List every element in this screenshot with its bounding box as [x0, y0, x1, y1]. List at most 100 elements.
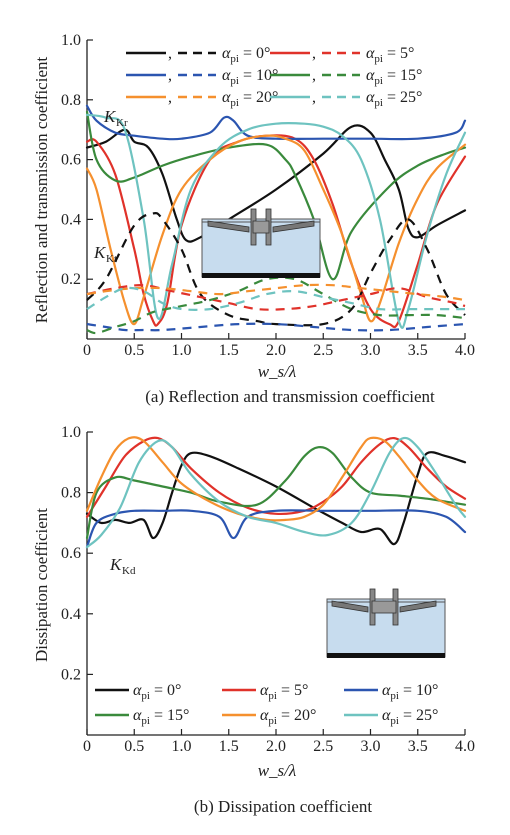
series-line-15deg [85, 445, 467, 540]
x-tick-label: 2.0 [266, 738, 286, 755]
panel-b-ticks: 0 0.5 1.0 1.5 2.0 2.5 3.0 3.5 4.0 0.2 0.4 0.6 0.8 1.0 [61, 424, 475, 755]
series-line-kt-5deg [86, 284, 466, 311]
panel-a-lines [85, 104, 467, 335]
legend-item: , αpi = 0° [126, 45, 270, 65]
panel-b-legend: αpi = 0° αpi = 5° αpi = 10° αpi = 15° αpi = … [95, 682, 438, 727]
x-tick-label: 1.0 [172, 738, 192, 755]
panel-b-inset-diagram [326, 588, 446, 658]
x-tick-label: 3.0 [361, 342, 381, 359]
series-line-kr-10deg [85, 104, 467, 141]
x-tick-label: 0 [83, 738, 91, 755]
series-line-0deg [85, 451, 467, 546]
svg-text:αpi = 20°: αpi = 20° [260, 707, 316, 727]
panel-a-y-label: Reflection and transmission coefficient [32, 57, 51, 324]
series-line-kr-15deg [85, 110, 467, 281]
svg-text:αpi = 15°: αpi = 15° [133, 707, 189, 727]
x-tick-label: 1.5 [219, 738, 239, 755]
svg-text:K: K [103, 107, 117, 126]
x-tick-label: 2.5 [313, 738, 333, 755]
y-tick-label: 1.0 [61, 424, 81, 441]
svg-text:,: , [168, 89, 172, 106]
panel-a-inset-diagram [201, 208, 321, 278]
panel-a-reflection-transmission: 0 0.5 1.0 1.5 2.0 2.5 3.0 3.5 4.0 0.2 0.4 0.6 0.8 1.0… [32, 32, 475, 406]
y-tick-label: 0.6 [61, 545, 81, 562]
legend-item: αpi = 0° [95, 682, 181, 702]
x-tick-label: 4.0 [455, 342, 475, 359]
panel-a-ticks: 0 0.5 1.0 1.5 2.0 2.5 3.0 3.5 4.0 0.2 0.4 0.6 0.8 1.0 [61, 32, 475, 359]
svg-text:K: K [93, 243, 107, 262]
y-tick-label: 0.2 [61, 271, 81, 288]
panel-b-y-label: Dissipation coefficient [32, 508, 51, 662]
svg-text:αpi = 0°: αpi = 0° [222, 45, 270, 65]
series-line-kt-0deg [86, 211, 466, 327]
series-line-kt-25deg [86, 286, 465, 311]
svg-text:Kd: Kd [122, 565, 136, 577]
svg-text:Kt: Kt [106, 253, 117, 265]
panel-b-dissipation: 0 0.5 1.0 1.5 2.0 2.5 3.0 3.5 4.0 0.2 0.4 0.6 0.8 1.0… [32, 424, 475, 816]
svg-text:,: , [312, 89, 316, 106]
x-tick-label: 1.0 [172, 342, 192, 359]
x-tick-label: 0.5 [124, 342, 144, 359]
series-line-kr-25deg [85, 113, 467, 329]
panel-b-caption: (b) Dissipation coefficient [194, 797, 372, 816]
series-line-kr-20deg [85, 134, 467, 326]
legend-item: αpi = 5° [222, 682, 308, 702]
svg-text:,: , [312, 67, 316, 84]
legend-item: αpi = 25° [344, 707, 438, 727]
panel-b-lines [85, 436, 467, 549]
y-tick-label: 0.4 [61, 211, 81, 228]
svg-text:αpi = 20°: αpi = 20° [222, 89, 278, 109]
legend-item: αpi = 10° [344, 682, 438, 702]
panel-b-kd-label: K Kd [109, 555, 136, 577]
svg-text:αpi = 15°: αpi = 15° [366, 67, 422, 87]
series-line-kt-10deg [86, 322, 466, 332]
svg-text:αpi = 0°: αpi = 0° [133, 682, 181, 702]
svg-text:αpi = 5°: αpi = 5° [260, 682, 308, 702]
svg-text:αpi = 10°: αpi = 10° [222, 67, 278, 87]
svg-text:K: K [109, 555, 123, 574]
x-tick-label: 2.5 [313, 342, 333, 359]
legend-item: αpi = 15° [95, 707, 189, 727]
series-line-5deg [85, 436, 467, 518]
x-tick-label: 4.0 [455, 738, 475, 755]
y-tick-label: 0.2 [61, 666, 81, 683]
svg-text:αpi = 10°: αpi = 10° [382, 682, 438, 702]
svg-text:Kr: Kr [116, 117, 128, 129]
panel-b-x-label: w_s/λ [258, 761, 297, 780]
legend-item: , αpi = 10° [126, 67, 278, 87]
legend-item: , αpi = 20° [126, 89, 278, 109]
svg-text:αpi = 5°: αpi = 5° [366, 45, 414, 65]
series-line-10deg [85, 509, 467, 549]
panel-a-caption: (a) Reflection and transmission coeffici… [145, 387, 435, 406]
series-line-25deg [85, 436, 467, 549]
x-tick-label: 3.0 [361, 738, 381, 755]
panel-a-kr-label: K Kr [103, 107, 128, 129]
x-tick-label: 1.5 [219, 342, 239, 359]
panel-a-x-label: w_s/λ [258, 362, 297, 381]
series-line-20deg [85, 436, 467, 522]
svg-text:αpi = 25°: αpi = 25° [366, 89, 422, 109]
legend-item: , αpi = 15° [270, 67, 422, 87]
svg-text:,: , [168, 45, 172, 62]
svg-text:αpi = 25°: αpi = 25° [382, 707, 438, 727]
x-tick-label: 3.5 [408, 342, 428, 359]
legend-item: , αpi = 5° [270, 45, 414, 65]
y-tick-label: 0.8 [61, 485, 81, 502]
panel-a-legend: , αpi = 0°, αpi = 5°, αpi = 10°, αpi = 15°, α… [126, 45, 422, 109]
y-tick-label: 0.6 [61, 152, 81, 169]
svg-text:,: , [312, 45, 316, 62]
x-tick-label: 0 [83, 342, 91, 359]
x-tick-label: 2.0 [266, 342, 286, 359]
y-tick-label: 0.4 [61, 606, 81, 623]
series-line-kt-15deg [86, 276, 466, 335]
x-tick-label: 3.5 [408, 738, 428, 755]
legend-item: , αpi = 25° [270, 89, 422, 109]
y-tick-label: 1.0 [61, 32, 81, 49]
x-tick-label: 0.5 [124, 738, 144, 755]
series-line-kr-0deg [85, 124, 467, 243]
panel-a-kt-label: K Kt [93, 243, 117, 265]
svg-text:,: , [168, 67, 172, 84]
y-tick-label: 0.8 [61, 92, 81, 109]
legend-item: αpi = 20° [222, 707, 316, 727]
